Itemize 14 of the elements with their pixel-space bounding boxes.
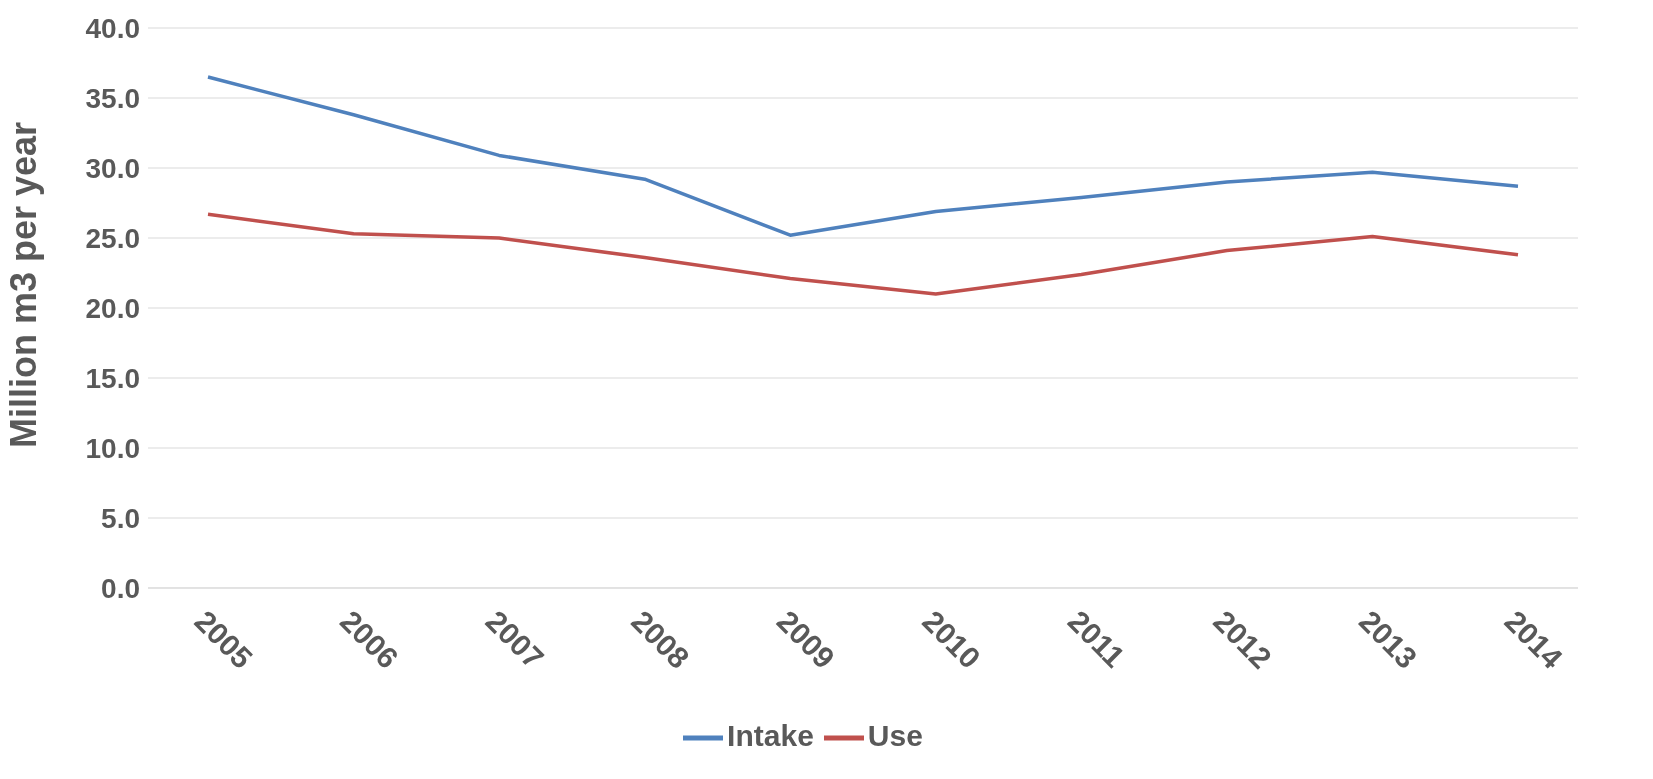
y-tick-label: 5.0 (101, 502, 140, 534)
legend-label: Use (867, 718, 923, 752)
y-tick-label: 40.0 (85, 12, 140, 44)
y-tick-label: 25.0 (85, 222, 140, 254)
y-axis-title: Million m3 per year (2, 121, 44, 448)
y-tick-label: 30.0 (85, 152, 140, 184)
legend-label: Intake (727, 718, 814, 752)
y-tick-label: 20.0 (85, 292, 140, 324)
y-tick-label: 0.0 (101, 572, 140, 604)
line-series (206, 212, 1520, 296)
y-tick-label: 10.0 (85, 432, 140, 464)
line-series (206, 75, 1520, 237)
y-tick-label: 35.0 (85, 82, 140, 114)
y-tick-label: 15.0 (85, 362, 140, 394)
